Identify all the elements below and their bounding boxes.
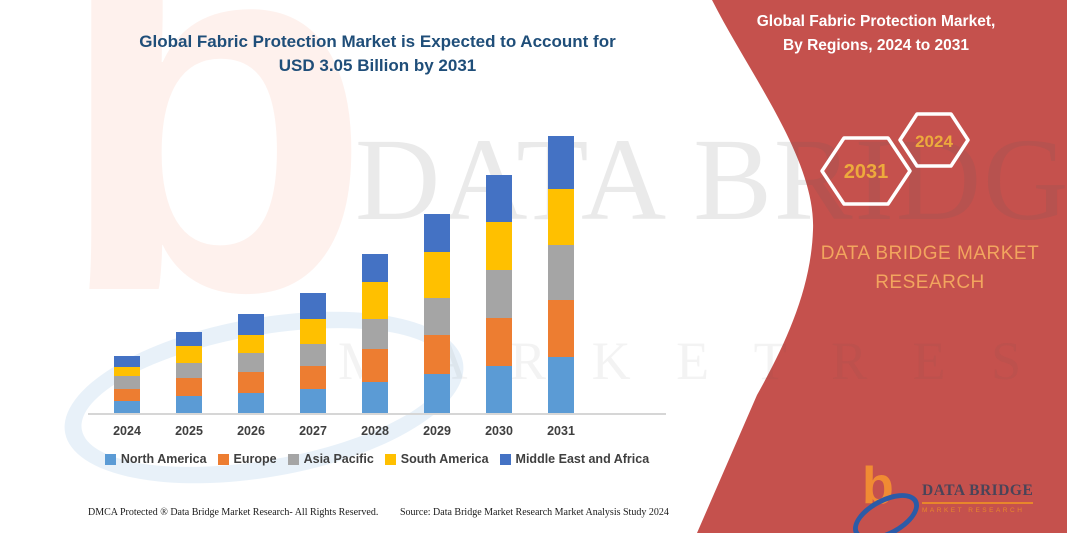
bar-segment-asia-pacific	[486, 270, 512, 318]
bar-segment-europe	[424, 334, 450, 374]
bar-segment-south-america	[486, 222, 512, 271]
bar-segment-north-america	[362, 382, 388, 413]
footer-source-text: Source: Data Bridge Market Research Mark…	[400, 507, 669, 518]
side-panel-brand: DATA BRIDGE MARKET RESEARCH	[818, 240, 1042, 297]
bar-segment-middle-east-and-africa	[114, 355, 140, 367]
stacked-bar-2027	[300, 293, 326, 413]
bar-segment-south-america	[238, 334, 264, 354]
stacked-bar-2031	[548, 136, 574, 413]
x-axis-label-2028: 2028	[361, 424, 389, 438]
bar-segment-asia-pacific	[176, 363, 202, 379]
bar-segment-north-america	[238, 393, 264, 413]
x-axis-label-2026: 2026	[237, 424, 265, 438]
stacked-bar-2030	[486, 175, 512, 413]
bar-segment-north-america	[486, 365, 512, 413]
bar-segment-middle-east-and-africa	[548, 136, 574, 189]
hexagon-2031-label: 2031	[844, 161, 889, 183]
bar-segment-asia-pacific	[300, 343, 326, 366]
legend-item-south-america: South America	[384, 452, 489, 466]
side-panel-heading-line2: By Regions, 2024 to 2031	[782, 37, 970, 55]
chart-title: Global Fabric Protection Market is Expec…	[90, 30, 665, 78]
bar-segment-south-america	[424, 252, 450, 298]
bar-segment-north-america	[114, 401, 140, 413]
databridge-logo: b DATA BRIDGE MARKET RESEARCH	[845, 460, 1034, 533]
x-axis-label-2030: 2030	[485, 424, 513, 438]
stacked-bar-2029	[424, 214, 450, 413]
legend-label: Europe	[233, 452, 277, 466]
bar-segment-middle-east-and-africa	[424, 214, 450, 253]
chart-title-line1: Global Fabric Protection Market is Expec…	[139, 32, 616, 51]
hexagon-2024-icon	[898, 112, 970, 168]
bar-segment-south-america	[176, 345, 202, 364]
bar-segment-north-america	[548, 356, 574, 413]
hexagon-badges: 2031 2024	[820, 112, 970, 206]
bar-segment-south-america	[362, 282, 388, 319]
legend-swatch-icon	[104, 453, 116, 465]
bar-segment-middle-east-and-africa	[300, 293, 326, 319]
bar-segment-middle-east-and-africa	[486, 175, 512, 223]
bar-segment-middle-east-and-africa	[176, 332, 202, 346]
legend-item-north-america: North America	[104, 452, 207, 466]
legend-label: Middle East and Africa	[515, 452, 650, 466]
logo-text-block: DATA BRIDGE MARKET RESEARCH	[922, 482, 1034, 514]
side-panel-heading-line1: Global Fabric Protection Market,	[756, 13, 996, 30]
legend-label: Asia Pacific	[303, 452, 374, 466]
x-axis-label-2029: 2029	[423, 424, 451, 438]
hexagon-2031-icon	[820, 136, 912, 206]
chart-title-line2: USD 3.05 Billion by 2031	[278, 55, 477, 75]
logo-b-mark-icon: b	[862, 457, 894, 515]
side-panel-brand-line1: DATA BRIDGE MARKET	[820, 243, 1040, 264]
legend-item-europe: Europe	[217, 452, 277, 466]
x-axis-label-2024: 2024	[113, 424, 141, 438]
legend-swatch-icon	[499, 453, 511, 465]
stacked-bar-2026	[238, 314, 264, 413]
side-panel-heading: Global Fabric Protection Market, By Regi…	[738, 10, 1014, 58]
footer-dmca-text: DMCA Protected ® Data Bridge Market Rese…	[88, 507, 379, 518]
bar-segment-north-america	[176, 395, 202, 413]
watermark-marketresearch-text: M A R K E T R E S E A R C H	[338, 331, 1067, 391]
bar-segment-asia-pacific	[548, 245, 574, 301]
bar-segment-europe	[114, 389, 140, 402]
bar-segment-middle-east-and-africa	[238, 314, 264, 335]
bar-segment-north-america	[424, 373, 450, 413]
legend-swatch-icon	[217, 453, 229, 465]
logo-brand-text: DATA BRIDGE	[922, 482, 1034, 504]
chart-legend: North America Europe Asia Pacific South Ame…	[78, 452, 676, 466]
bar-segment-south-america	[300, 318, 326, 344]
bar-segment-europe	[362, 349, 388, 383]
bar-segment-asia-pacific	[362, 318, 388, 350]
bar-segment-asia-pacific	[424, 297, 450, 335]
bar-segment-europe	[176, 378, 202, 396]
bar-segment-europe	[548, 300, 574, 357]
legend-swatch-icon	[287, 453, 299, 465]
bar-segment-south-america	[548, 188, 574, 246]
watermark-databridge-text: DATA BRIDGE	[355, 114, 1067, 245]
stacked-bar-2028	[362, 254, 388, 413]
legend-item-asia-pacific: Asia Pacific	[287, 452, 374, 466]
bar-segment-asia-pacific	[238, 353, 264, 373]
bar-segment-europe	[486, 317, 512, 366]
stacked-bar-2025	[176, 332, 202, 413]
side-panel-brand-line2: RESEARCH	[875, 271, 985, 293]
x-axis-label-2031: 2031	[547, 424, 575, 438]
legend-label: South America	[400, 452, 489, 466]
bar-segment-asia-pacific	[114, 375, 140, 390]
x-axis-label-2027: 2027	[299, 424, 327, 438]
legend-item-middle-east-and-africa: Middle East and Africa	[499, 452, 650, 466]
stacked-bar-2024	[114, 355, 140, 413]
legend-swatch-icon	[384, 453, 396, 465]
hexagon-2024-label: 2024	[915, 132, 953, 151]
bar-segment-europe	[300, 365, 326, 390]
bar-segment-middle-east-and-africa	[362, 254, 388, 283]
bar-segment-europe	[238, 372, 264, 394]
bar-segment-north-america	[300, 389, 326, 413]
logo-sub-text: MARKET RESEARCH	[922, 507, 1025, 514]
x-axis-line	[88, 413, 666, 415]
x-axis-label-2025: 2025	[175, 424, 203, 438]
bar-segment-south-america	[114, 366, 140, 376]
legend-label: North America	[120, 452, 207, 466]
